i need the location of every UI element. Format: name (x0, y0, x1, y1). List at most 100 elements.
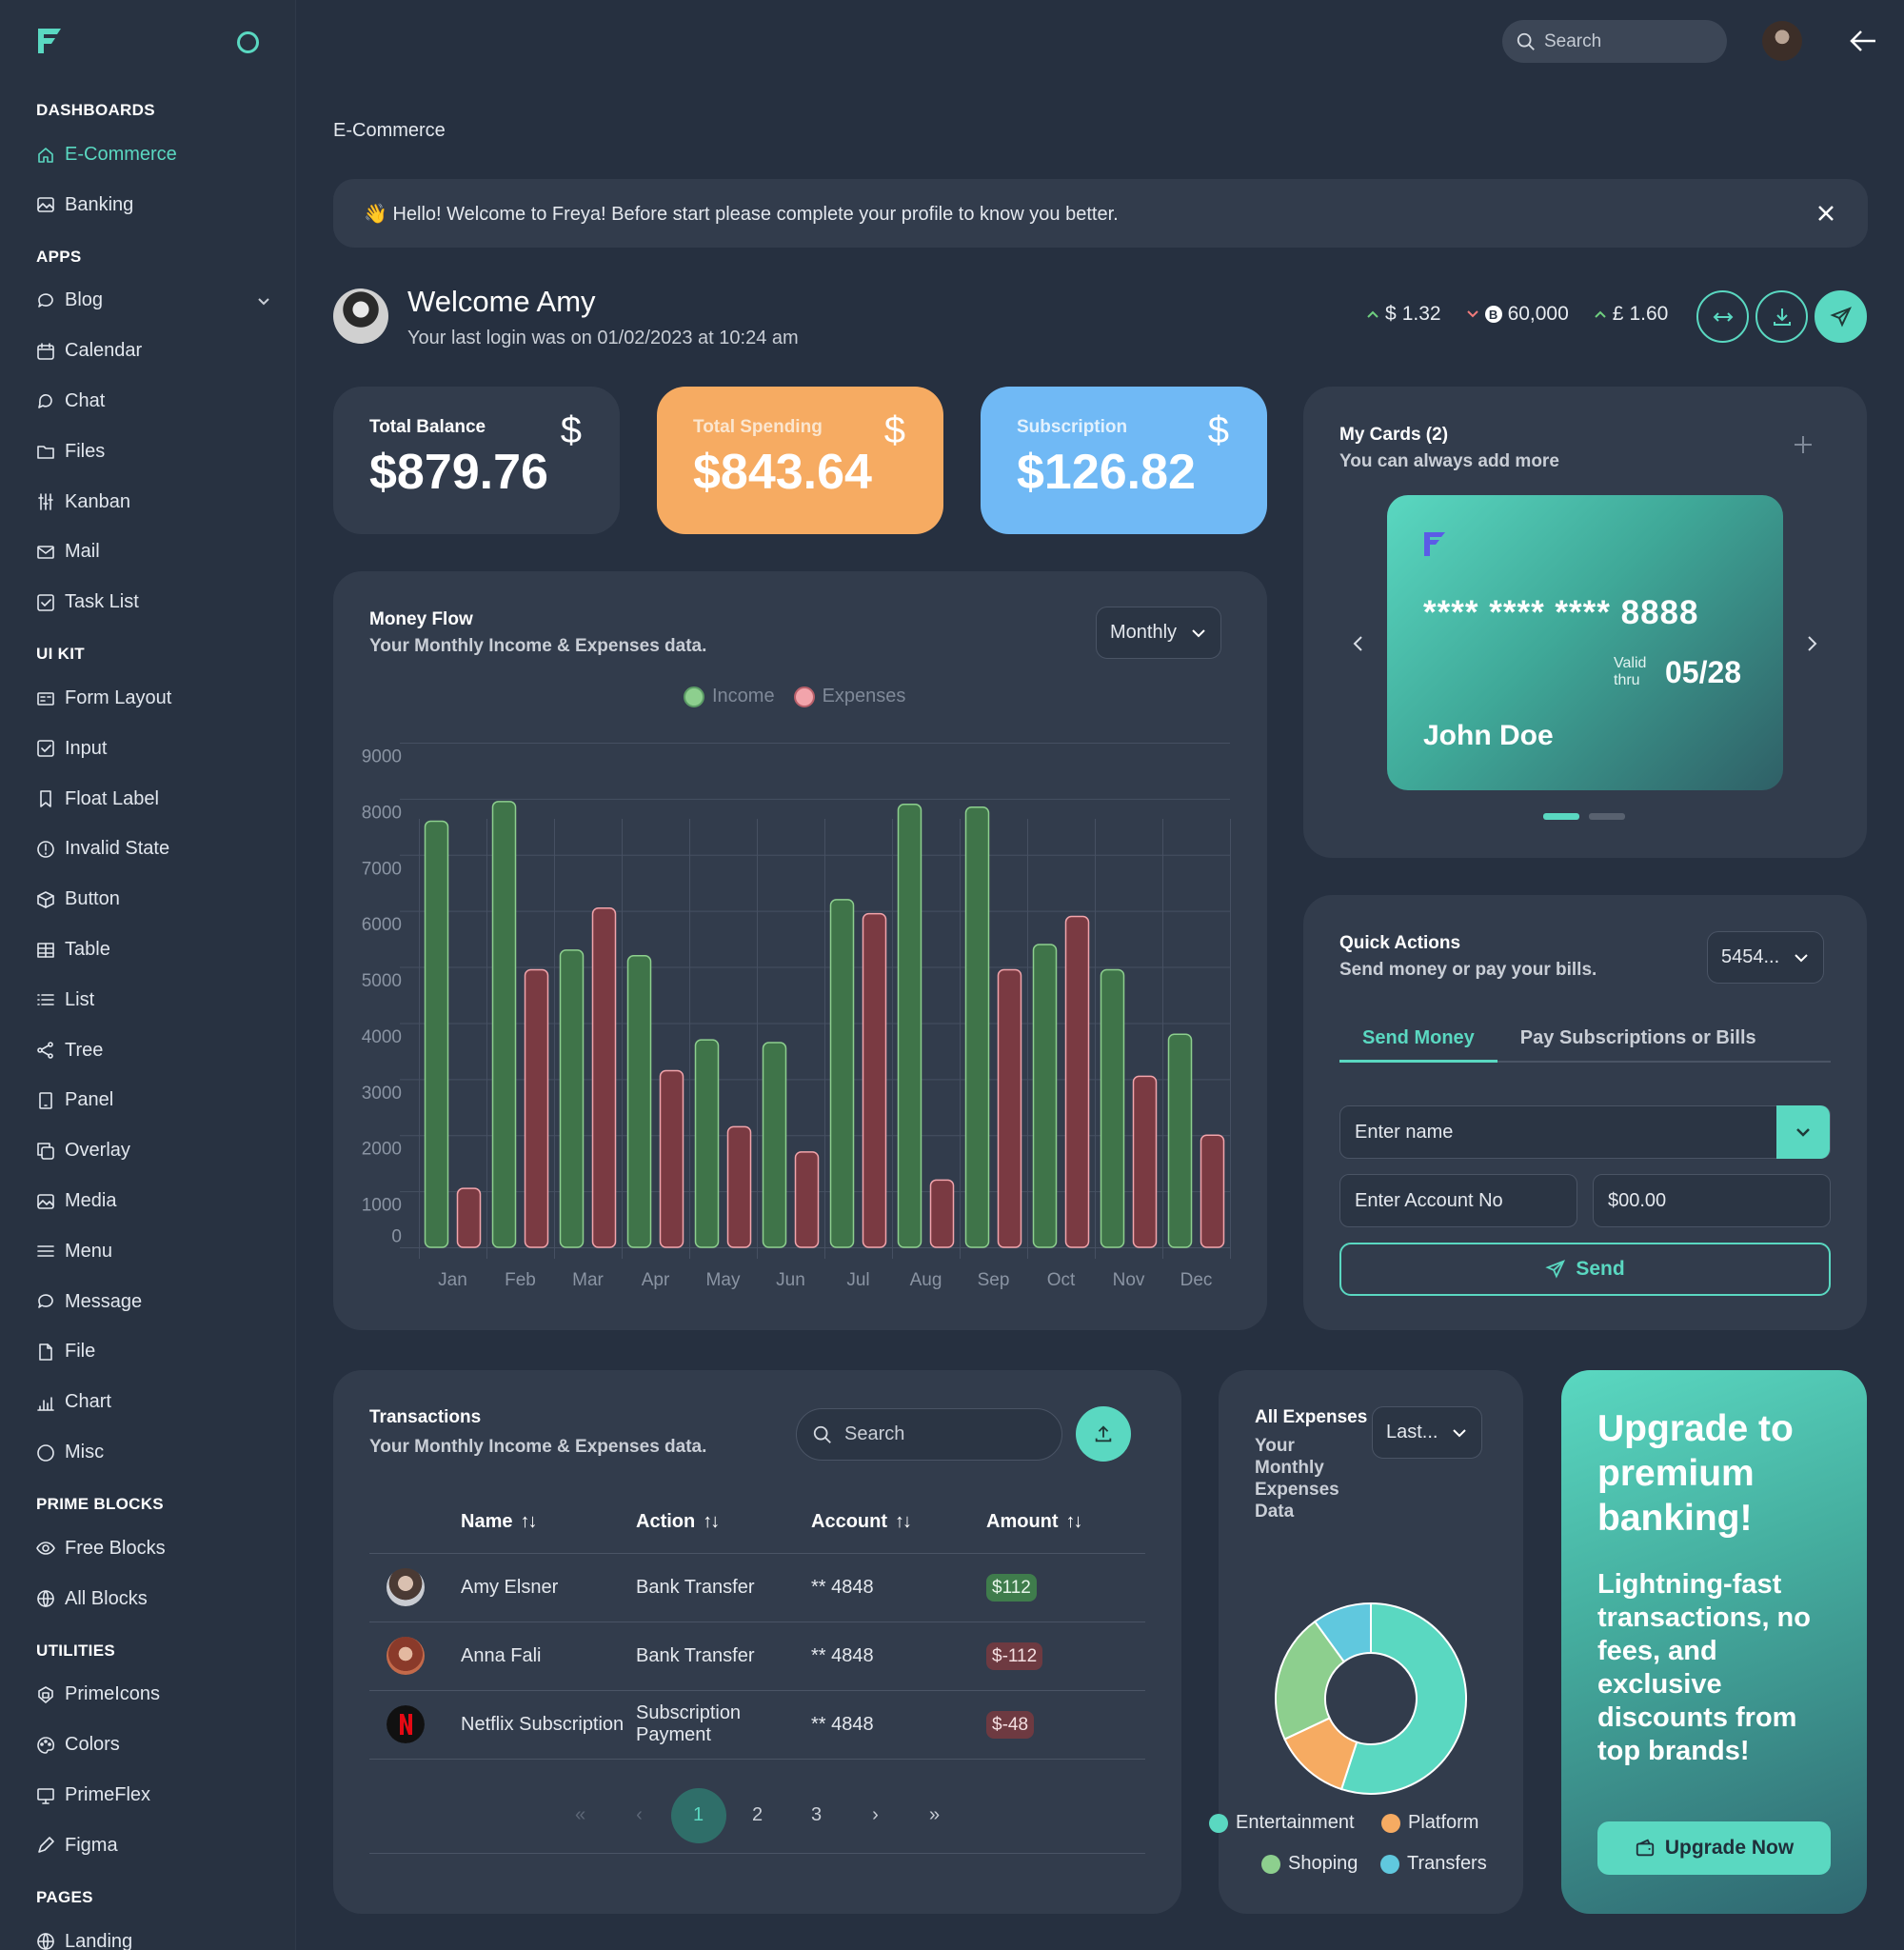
page-button[interactable]: 1 (670, 1787, 726, 1843)
sidebar-item-chart[interactable]: Chart (0, 1377, 295, 1427)
close-icon[interactable] (1816, 204, 1835, 223)
legend-platform[interactable]: Platform (1381, 1812, 1478, 1834)
plus-icon[interactable] (1793, 434, 1814, 455)
sidebar-item-misc[interactable]: Misc (0, 1427, 295, 1478)
account-number-input[interactable]: Enter Account No (1339, 1174, 1577, 1227)
bar-income-jan[interactable] (424, 820, 449, 1248)
bar-income-aug[interactable] (897, 804, 922, 1248)
send-money-button[interactable]: Send (1339, 1243, 1831, 1296)
first-page-button[interactable]: « (574, 1804, 586, 1825)
credit-card[interactable]: **** **** **** 8888 Valid thru 05/28 John… (1387, 495, 1783, 790)
sidebar-item-task-list[interactable]: Task List (0, 577, 295, 627)
bar-income-jul[interactable] (829, 899, 855, 1248)
sort-icon[interactable]: ↑↓ (703, 1511, 720, 1533)
legend-entertainment[interactable]: Entertainment (1209, 1812, 1355, 1834)
next-page-button[interactable]: › (872, 1804, 879, 1825)
sidebar-item-float-label[interactable]: Float Label (0, 774, 295, 825)
bar-income-dec[interactable] (1167, 1033, 1193, 1248)
legend-income[interactable]: Income (684, 686, 775, 707)
freya-logo-icon[interactable] (36, 27, 63, 55)
sidebar-item-banking[interactable]: Banking (0, 180, 295, 230)
bar-income-feb[interactable] (491, 801, 517, 1248)
sidebar-item-button[interactable]: Button (0, 874, 295, 925)
sort-icon[interactable]: ↑↓ (895, 1511, 912, 1533)
sidebar-item-colors[interactable]: Colors (0, 1720, 295, 1770)
donut-slice-entertainment[interactable] (1339, 1602, 1467, 1795)
bar-expenses-jan[interactable] (456, 1187, 482, 1248)
bar-expenses-dec[interactable] (1200, 1134, 1225, 1248)
expenses-period-dropdown[interactable]: Last... (1372, 1406, 1483, 1459)
sidebar-item-kanban[interactable]: Kanban (0, 477, 295, 527)
table-row[interactable]: Anna Fali Bank Transfer ** 4848 $-112 (369, 1622, 1145, 1691)
chevron-right-icon[interactable] (1800, 632, 1823, 655)
send-button[interactable] (1815, 290, 1867, 343)
sidebar-item-landing[interactable]: Landing (0, 1917, 295, 1950)
sidebar-item-all-blocks[interactable]: All Blocks (0, 1574, 295, 1624)
account-dropdown[interactable]: 5454... (1707, 931, 1825, 984)
sidebar-item-free-blocks[interactable]: Free Blocks (0, 1523, 295, 1574)
download-button[interactable] (1755, 290, 1808, 343)
chevron-left-icon[interactable] (1347, 632, 1370, 655)
sort-icon[interactable]: ↑↓ (520, 1511, 537, 1533)
bar-expenses-may[interactable] (726, 1125, 752, 1248)
sidebar-item-table[interactable]: Table (0, 925, 295, 975)
bar-expenses-aug[interactable] (929, 1179, 955, 1248)
page-button[interactable]: 2 (751, 1804, 764, 1825)
sort-icon[interactable]: ↑↓ (1065, 1511, 1083, 1533)
sidebar-item-message[interactable]: Message (0, 1277, 295, 1327)
bar-expenses-feb[interactable] (524, 968, 549, 1248)
user-avatar[interactable] (1762, 21, 1802, 61)
column-action[interactable]: Action ↑↓ (636, 1492, 811, 1554)
sidebar-item-primeicons[interactable]: PrimeIcons (0, 1670, 295, 1721)
sidebar-item-media[interactable]: Media (0, 1176, 295, 1226)
name-dropdown-button[interactable] (1776, 1105, 1830, 1159)
sidebar-item-files[interactable]: Files (0, 427, 295, 477)
column-name[interactable]: Name ↑↓ (461, 1492, 636, 1554)
chevron-down-icon[interactable] (256, 293, 271, 308)
sidebar-item-tree[interactable]: Tree (0, 1025, 295, 1076)
tab-pay-bills[interactable]: Pay Subscriptions or Bills (1519, 1027, 1756, 1048)
exchange-button[interactable] (1696, 290, 1749, 343)
bar-expenses-nov[interactable] (1132, 1075, 1158, 1248)
bar-expenses-jun[interactable] (794, 1151, 820, 1248)
amount-input[interactable]: $00.00 (1593, 1174, 1831, 1227)
column-account[interactable]: Account ↑↓ (811, 1492, 986, 1554)
table-row[interactable]: Amy Elsner Bank Transfer ** 4848 $112 (369, 1553, 1145, 1622)
sidebar-item-invalid-state[interactable]: Invalid State (0, 825, 295, 875)
upload-button[interactable] (1076, 1406, 1131, 1462)
sidebar-item-blog[interactable]: Blog (0, 276, 295, 327)
period-dropdown[interactable]: Monthly (1096, 607, 1222, 659)
name-input[interactable]: Enter name (1339, 1105, 1831, 1159)
donut-slice-transfers[interactable] (1313, 1602, 1372, 1663)
sidebar-item-chat[interactable]: Chat (0, 376, 295, 427)
legend-transfers[interactable]: Transfers (1380, 1853, 1487, 1875)
sidebar-toggle-icon[interactable] (237, 31, 259, 53)
bar-expenses-oct[interactable] (1064, 915, 1090, 1248)
bar-expenses-apr[interactable] (659, 1069, 684, 1248)
sidebar-item-form-layout[interactable]: Form Layout (0, 673, 295, 724)
sidebar-item-file[interactable]: File (0, 1327, 295, 1378)
prev-page-button[interactable]: ‹ (636, 1804, 643, 1825)
column-amount[interactable]: Amount ↑↓ (986, 1492, 1145, 1554)
bar-income-may[interactable] (694, 1039, 720, 1248)
carousel-dot[interactable] (1589, 813, 1625, 820)
tab-send-money[interactable]: Send Money (1339, 1019, 1497, 1063)
sidebar-item-list[interactable]: List (0, 975, 295, 1025)
transactions-search-input[interactable]: Search (796, 1408, 1062, 1461)
bar-expenses-sep[interactable] (997, 968, 1022, 1248)
sidebar-item-panel[interactable]: Panel (0, 1076, 295, 1126)
carousel-dot[interactable] (1543, 813, 1579, 820)
arrow-left-icon[interactable] (1849, 29, 1877, 53)
topbar-search-input[interactable]: Search (1502, 20, 1727, 63)
legend-shoping[interactable]: Shoping (1261, 1853, 1358, 1875)
sidebar-item-input[interactable]: Input (0, 724, 295, 774)
bar-income-jun[interactable] (762, 1042, 787, 1248)
sidebar-item-primeflex[interactable]: PrimeFlex (0, 1770, 295, 1821)
bar-expenses-jul[interactable] (862, 912, 887, 1248)
bar-income-sep[interactable] (964, 806, 990, 1248)
bar-income-apr[interactable] (626, 955, 652, 1248)
bar-expenses-mar[interactable] (591, 906, 617, 1248)
table-row[interactable]: Netflix Subscription Subscription Paymen… (369, 1690, 1145, 1760)
page-button[interactable]: 3 (810, 1804, 823, 1825)
bar-income-mar[interactable] (559, 949, 585, 1248)
